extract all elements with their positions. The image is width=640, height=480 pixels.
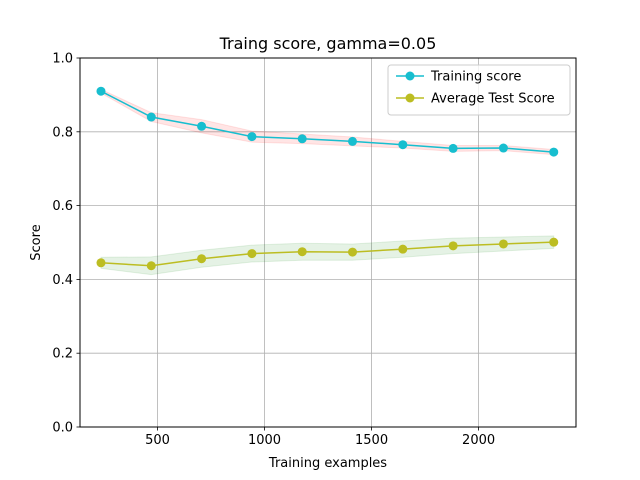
- x-tick-label: 500: [145, 433, 170, 448]
- average-test-score-legend-label: Average Test Score: [431, 92, 555, 107]
- training-score-legend-label: Training score: [430, 70, 521, 85]
- tick-layer: 500 1000 1500 2000 0.0 0.2 0.4 0.6 0.8 1.0: [52, 52, 495, 449]
- training-score-line: [100, 90, 554, 153]
- training-score-legend-marker: [405, 71, 415, 81]
- training-score-point: [146, 112, 156, 122]
- training-score-point: [448, 143, 458, 153]
- x-tick-label: 1500: [355, 433, 388, 448]
- plot-frame: [79, 57, 577, 428]
- average-test-score-point: [247, 249, 257, 259]
- average-test-score-point: [197, 254, 207, 264]
- average-test-score-legend-marker: [405, 93, 415, 103]
- training-score-point: [247, 132, 257, 142]
- average-test-score-line: [100, 241, 554, 267]
- y-tick-label: 0.8: [52, 125, 73, 140]
- training-score-point: [96, 86, 106, 96]
- average-test-score-point: [348, 247, 358, 257]
- legend-box: [387, 64, 571, 116]
- average-test-score-point: [96, 258, 106, 268]
- y-tick-label: 0.0: [52, 421, 73, 436]
- y-tick-label: 0.6: [52, 199, 73, 214]
- y-tick-label: 0.2: [52, 347, 73, 362]
- average-test-score-point: [398, 244, 408, 254]
- training-score-point: [549, 147, 559, 157]
- y-tick-label: 0.4: [52, 273, 73, 288]
- training-score-point: [398, 140, 408, 150]
- y-tick-label: 1.0: [52, 52, 73, 67]
- training-score-point: [297, 134, 307, 144]
- training-score-point: [498, 143, 508, 153]
- average-test-score-point: [498, 239, 508, 249]
- average-test-score-point: [448, 241, 458, 251]
- average-test-score-point: [146, 261, 156, 271]
- confidence-bands: [100, 88, 555, 276]
- average-test-score-point: [297, 247, 307, 257]
- average-test-score-point: [549, 237, 559, 247]
- chart-title: Traing score, gamma=0.05: [219, 34, 437, 53]
- x-tick-label: 1000: [248, 433, 281, 448]
- training-score-point: [348, 136, 358, 146]
- x-axis-label: Training examples: [268, 456, 387, 471]
- series-layer: [96, 86, 559, 271]
- training-score-point: [197, 121, 207, 131]
- y-axis-label: Score: [29, 224, 44, 260]
- legend: Training score Average Test Score: [387, 64, 571, 116]
- x-tick-label: 2000: [462, 433, 495, 448]
- average-test-score-band: [100, 235, 555, 276]
